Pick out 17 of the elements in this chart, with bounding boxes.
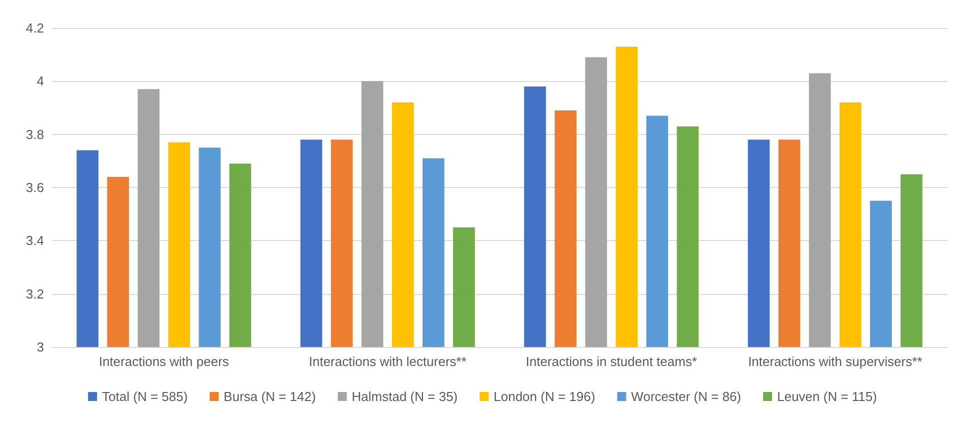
y-tick-label: 3.4 [26, 233, 44, 248]
y-tick-label: 4.2 [26, 20, 44, 36]
y-tick-label: 3.2 [26, 286, 44, 302]
y-tick-label: 3.6 [26, 180, 44, 195]
legend-label: Bursa (N = 142) [224, 389, 316, 404]
x-tick-label: Interactions with supervisers** [748, 354, 922, 369]
legend-label: Halmstad (N = 35) [352, 389, 458, 404]
x-tick-label: Interactions with peers [98, 354, 230, 369]
y-tick-label: 3.8 [26, 126, 44, 142]
legend-label: Total (N = 585) [102, 389, 188, 404]
y-tick-label: 3 [36, 340, 44, 354]
legend-label: London (N = 196) [494, 389, 596, 404]
legend-label: Leuven (N = 115) [777, 389, 877, 404]
x-tick-label: Interactions in student teams* [526, 354, 698, 369]
legend-label: Worcester (N = 86) [631, 389, 742, 404]
x-tick-label: Interactions with lecturers** [308, 354, 466, 369]
y-tick-label: 4 [36, 74, 44, 89]
